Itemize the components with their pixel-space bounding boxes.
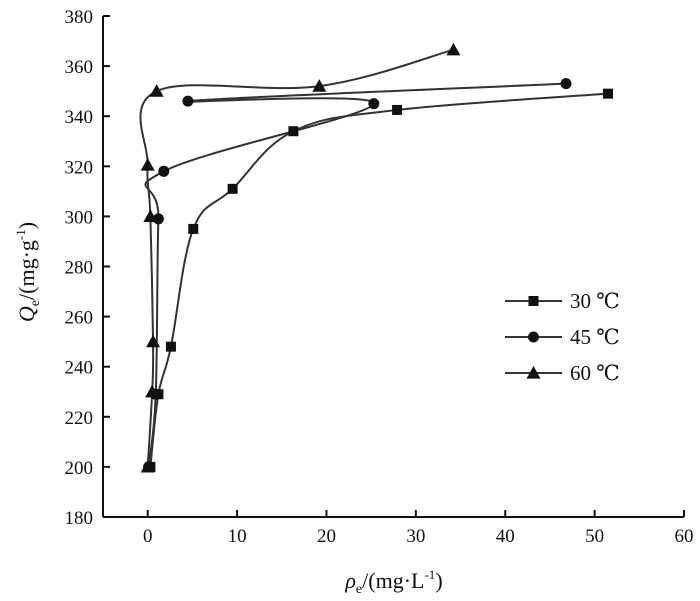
x-axis-label: ρe/(mg·L-1) bbox=[344, 567, 442, 597]
data-point-series-3 bbox=[446, 42, 461, 56]
y-tick-label: 220 bbox=[65, 408, 94, 429]
data-point-series-3 bbox=[143, 209, 158, 222]
x-tick-label: 0 bbox=[143, 526, 153, 547]
y-axis-label-superscript: -1 bbox=[13, 229, 28, 240]
data-point-series-3 bbox=[146, 334, 161, 348]
legend-label: 30 ℃ bbox=[570, 289, 620, 313]
x-axis-label-superscript: -1 bbox=[424, 567, 435, 582]
y-axis-label-symbol: Q bbox=[14, 306, 39, 322]
data-point-series-1 bbox=[227, 183, 238, 194]
y-tick-label: 180 bbox=[65, 508, 94, 529]
x-tick-label: 10 bbox=[228, 526, 247, 547]
legend-label: 60 ℃ bbox=[570, 361, 620, 385]
data-point-series-3 bbox=[140, 158, 155, 171]
fit-curve-series-2 bbox=[144, 82, 567, 467]
x-axis-label-unit: /(mg·L bbox=[362, 568, 424, 593]
y-axis-label-subscript: e bbox=[28, 300, 43, 306]
x-tick-label: 50 bbox=[585, 526, 604, 547]
y-tick-label: 320 bbox=[65, 157, 94, 178]
y-tick-label: 360 bbox=[65, 57, 94, 78]
legend-marker bbox=[528, 296, 539, 306]
x-axis-label-subscript: e bbox=[356, 582, 362, 597]
fit-curve-series-3 bbox=[139, 48, 454, 467]
x-axis-label-symbol: ρ bbox=[344, 568, 356, 593]
data-point-series-2 bbox=[560, 78, 572, 90]
ticks: 0 10 20 30 40 50 60 180 200 220 240 260 280 300 320 340… bbox=[65, 7, 694, 547]
y-tick-label: 280 bbox=[65, 258, 94, 279]
y-tick-label: 200 bbox=[65, 458, 94, 479]
data-point-series-3 bbox=[312, 79, 327, 92]
data-point-series-1 bbox=[165, 341, 176, 352]
legend-label: 45 ℃ bbox=[570, 325, 620, 349]
y-axis-label: Qe/(mg·g-1) bbox=[13, 222, 43, 322]
y-tick-label: 340 bbox=[65, 107, 94, 128]
data-point-series-3 bbox=[145, 384, 160, 398]
y-axis-label-unit: /(mg·g bbox=[14, 240, 39, 300]
fit-curve-series-1 bbox=[149, 92, 609, 468]
data-point-series-2 bbox=[182, 95, 194, 107]
x-tick-label: 60 bbox=[675, 526, 694, 547]
y-tick-label: 380 bbox=[65, 7, 94, 28]
data-markers bbox=[140, 42, 614, 473]
data-point-series-1 bbox=[288, 126, 299, 137]
fitted-curves bbox=[139, 48, 609, 468]
data-point-series-3 bbox=[149, 84, 164, 97]
data-point-series-1 bbox=[603, 88, 614, 99]
legend-marker bbox=[528, 331, 539, 343]
legend-marker bbox=[526, 366, 541, 379]
x-tick-label: 40 bbox=[496, 526, 515, 547]
data-point-series-3 bbox=[140, 459, 155, 473]
y-axis-label-close: ) bbox=[14, 222, 39, 229]
x-tick-label: 20 bbox=[317, 526, 336, 547]
legend: 30 ℃ 45 ℃ 60 ℃ bbox=[505, 289, 620, 385]
x-tick-label: 30 bbox=[406, 526, 425, 547]
y-tick-label: 300 bbox=[65, 207, 94, 228]
data-point-series-1 bbox=[188, 223, 199, 234]
y-tick-label: 240 bbox=[65, 358, 94, 379]
x-axis-label-close: ) bbox=[435, 568, 442, 593]
data-point-series-2 bbox=[158, 165, 170, 177]
data-point-series-1 bbox=[392, 104, 403, 115]
data-point-series-2 bbox=[368, 98, 380, 110]
y-tick-label: 260 bbox=[65, 308, 94, 329]
